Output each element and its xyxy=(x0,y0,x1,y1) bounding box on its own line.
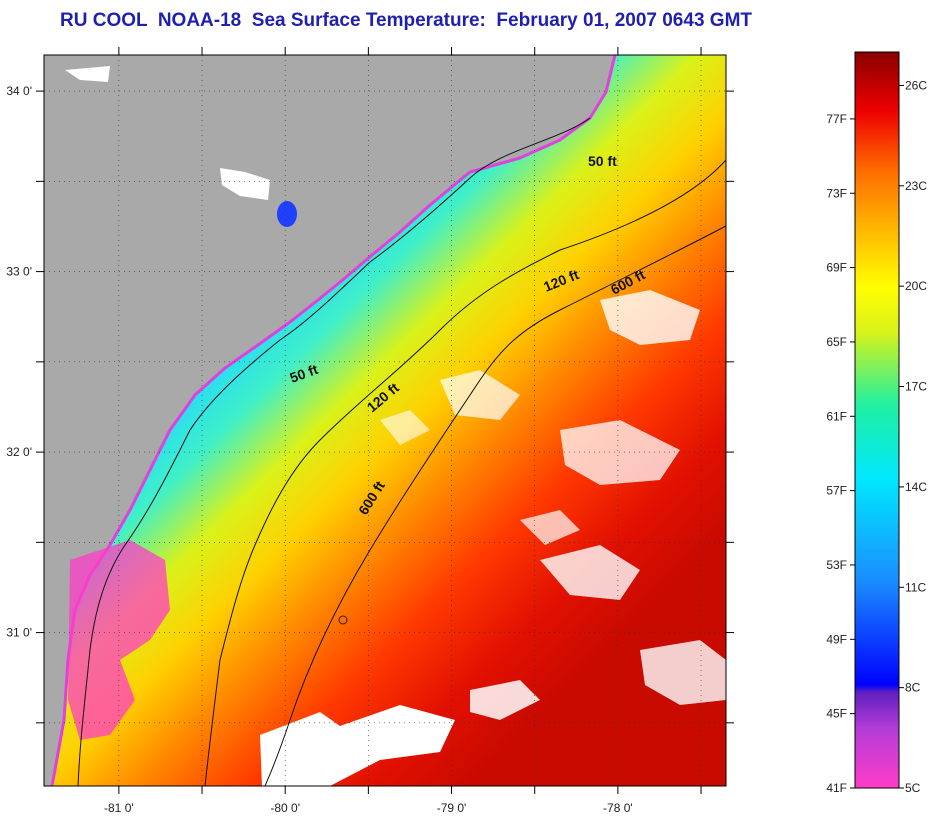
contour-label-50ft-north: 50 ft xyxy=(588,153,617,169)
inland-white-patch-north xyxy=(65,66,110,82)
axis-ticks xyxy=(36,47,734,794)
x-tick-label: -80 0' xyxy=(270,801,300,815)
colorbar-fahrenheit-label: 49F xyxy=(826,632,847,646)
sst-map[interactable]: 50 ft 120 ft 600 ft 50 ft 120 ft 600 ft … xyxy=(0,0,760,817)
land-mass xyxy=(44,55,615,786)
colorbar-fahrenheit-label: 69F xyxy=(826,261,847,275)
y-tick-label: 33 0' xyxy=(6,265,32,279)
colorbar-celsius-label: 11C xyxy=(905,580,926,594)
contour-50ft xyxy=(77,117,591,786)
y-tick-label: 34 0' xyxy=(6,84,32,98)
colorbar-celsius-label: 23C xyxy=(905,179,927,193)
cloud-patches xyxy=(260,290,726,786)
y-tick-label: 31 0' xyxy=(6,626,32,640)
colorbar-fahrenheit-label: 41F xyxy=(826,781,847,795)
station-marker[interactable] xyxy=(338,615,348,625)
x-tick-label: -81 0' xyxy=(104,801,134,815)
colorbar-fahrenheit-label: 61F xyxy=(826,409,847,423)
colorbar-celsius-label: 26C xyxy=(905,78,927,92)
inland-lake xyxy=(277,201,297,227)
colorbar-fahrenheit-label: 57F xyxy=(826,484,847,498)
colorbar-celsius-label: 5C xyxy=(905,781,921,795)
colorbar-fahrenheit-label: 53F xyxy=(826,558,847,572)
colorbar-ticks: 26C 23C 20C 17C 14C 11C 8C 5C 77F 73F 69F 65F 61F 57F… xyxy=(826,78,927,795)
map-frame xyxy=(43,54,727,787)
page-title: RU COOL NOAA-18 Sea Surface Temperature:… xyxy=(60,10,752,31)
contour-120ft xyxy=(204,159,726,786)
x-tick-label: -78 0' xyxy=(603,801,633,815)
x-tick-label: -79 0' xyxy=(437,801,467,815)
colorbar-gradient xyxy=(854,51,900,789)
contour-600ft xyxy=(264,225,726,786)
axis-labels: -81 0' -80 0' -79 0' -78 0' 34 0' 33 0' 32 0' 3… xyxy=(6,84,632,815)
graticule-grid xyxy=(44,55,726,786)
inland-white-patch xyxy=(220,168,270,200)
colorbar-celsius-label: 14C xyxy=(905,480,927,494)
colorbar-celsius-label: 20C xyxy=(905,279,927,293)
colorbar-celsius-label: 17C xyxy=(905,380,927,394)
colorbar-fahrenheit-label: 77F xyxy=(826,112,847,126)
bathymetry-contours xyxy=(77,117,726,786)
colorbar-fahrenheit-label: 65F xyxy=(826,335,847,349)
colorbar-fahrenheit-label: 73F xyxy=(826,186,847,200)
y-tick-label: 32 0' xyxy=(6,445,32,459)
temperature-colorbar: 26C 23C 20C 17C 14C 11C 8C 5C 77F 73F 69F 65F 61F 57F… xyxy=(826,51,927,795)
colorbar-fahrenheit-label: 45F xyxy=(826,707,847,721)
colorbar-celsius-label: 8C xyxy=(905,681,921,695)
